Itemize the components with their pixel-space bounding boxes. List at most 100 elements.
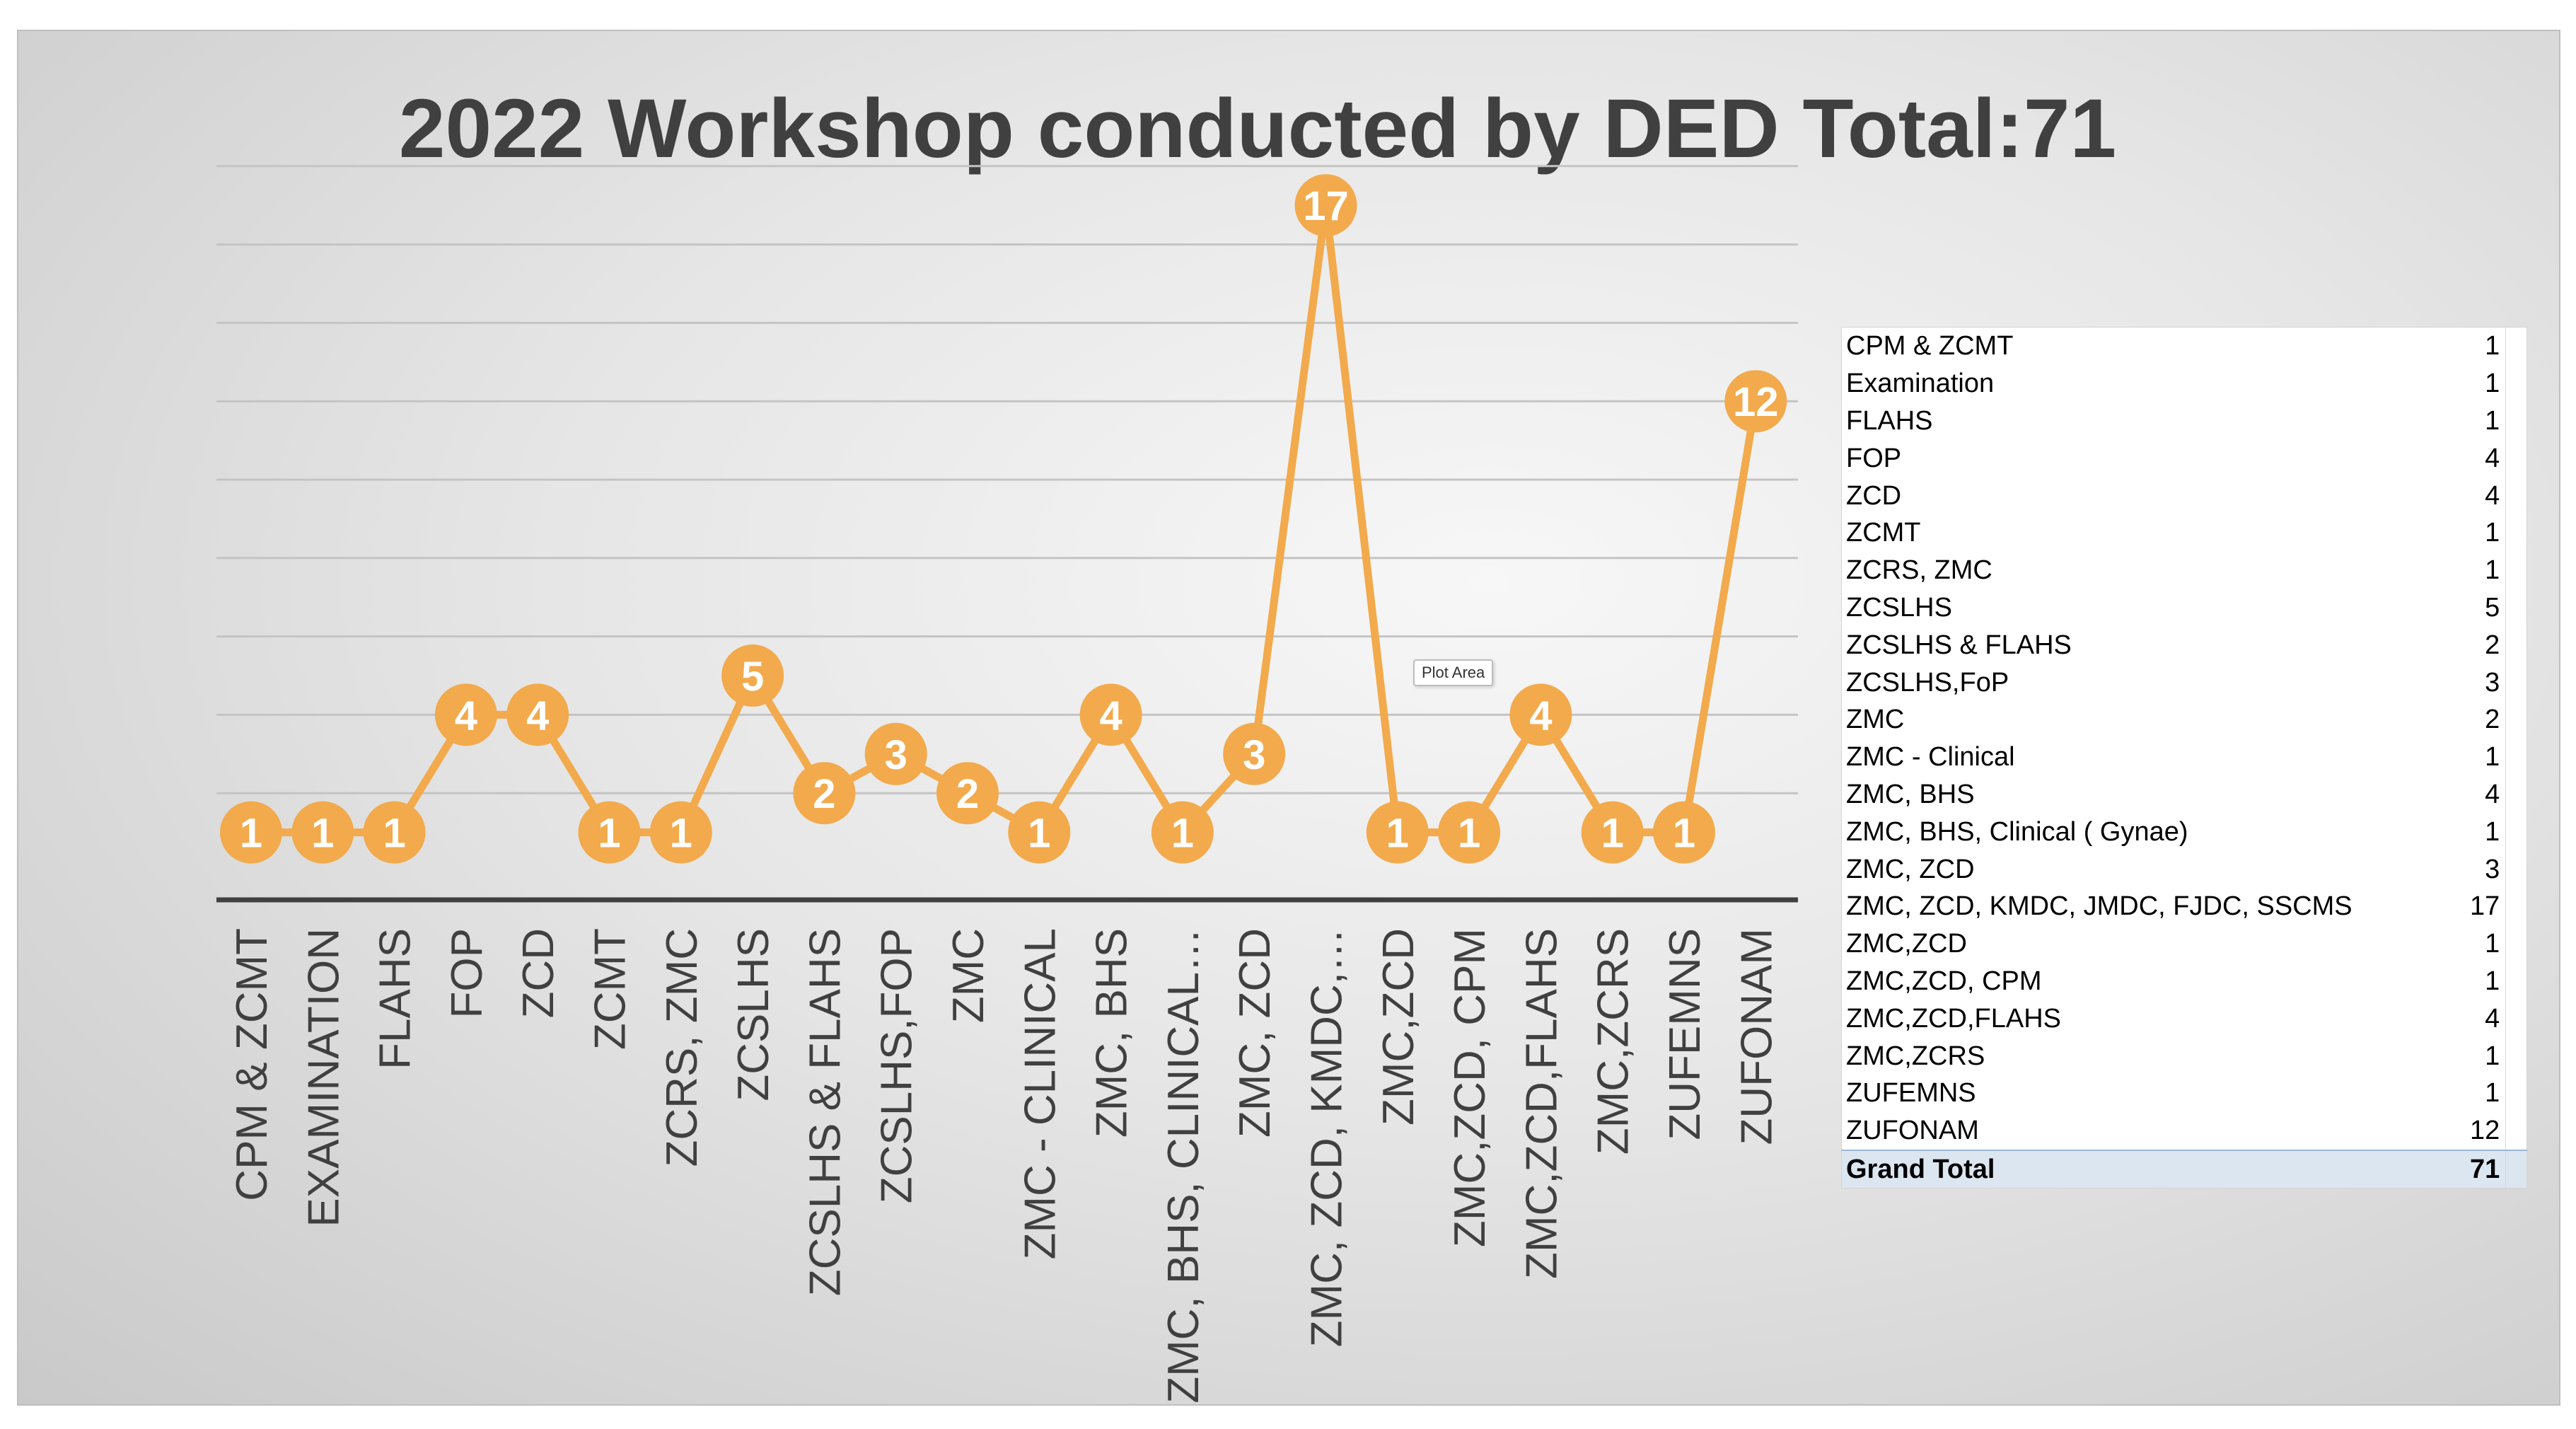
pivot-empty-cell[interactable] [2505,775,2527,814]
data-marker[interactable] [1079,683,1142,746]
data-marker[interactable] [578,801,641,864]
pivot-row[interactable]: FLAHS 1 [1842,402,2527,440]
x-tick-label: ZMC, BHS [1088,928,1137,1138]
pivot-row[interactable]: ZCRS, ZMC 1 [1842,551,2527,589]
data-marker[interactable] [1223,722,1286,785]
data-point[interactable]: 1 [649,801,712,864]
pivot-empty-cell[interactable] [2505,700,2527,739]
data-point[interactable]: 4 [1509,683,1572,746]
pivot-empty-cell[interactable] [2505,1111,2527,1150]
data-marker[interactable] [1294,174,1357,237]
data-point[interactable]: 3 [1223,722,1286,785]
pivot-row[interactable]: ZUFONAM 12 [1842,1111,2527,1150]
x-tick-label: ZMC,ZCRS [1589,928,1638,1155]
data-marker[interactable] [1653,801,1715,864]
data-point[interactable]: 2 [793,762,856,825]
data-point[interactable]: 1 [1581,801,1644,864]
pivot-row[interactable]: ZMC, BHS 4 [1842,775,2527,814]
pivot-row[interactable]: ZMC,ZCD 1 [1842,925,2527,963]
series-line[interactable] [251,201,1760,837]
data-point[interactable]: 1 [220,801,282,864]
pivot-row[interactable]: Examination 1 [1842,364,2527,403]
data-marker[interactable] [1008,801,1071,864]
pivot-row[interactable]: ZMC, ZCD 3 [1842,850,2527,888]
line-chart[interactable]: 2022 Workshop conducted by DED Total:71 … [18,31,2560,1406]
pivot-table[interactable]: CPM & ZCMT 1 Examination 1 FLAHS 1 FOP 4 ZCD 4 ZCM… [1841,327,2527,1189]
pivot-row[interactable]: ZMC,ZCD, CPM 1 [1842,962,2527,1000]
pivot-row[interactable]: ZMC, ZCD, KMDC, JMDC, FJDC, SSCMS 17 [1842,887,2527,925]
data-marker[interactable] [649,801,712,864]
pivot-empty-cell[interactable] [2505,887,2527,925]
pivot-empty-cell[interactable] [2505,1074,2527,1112]
data-point[interactable]: 1 [578,801,641,864]
data-markers[interactable]: 1 1 1 4 4 1 1 5 2 3 2 1 4 1 3 17 1 1 4 1 1 12 [220,174,1787,864]
data-point[interactable]: 1 [291,801,354,864]
data-marker[interactable] [936,762,999,825]
pivot-empty-cell[interactable] [2505,813,2527,851]
data-marker[interactable] [363,801,426,864]
data-point[interactable]: 1 [363,801,426,864]
pivot-row-label: FLAHS [1846,405,1933,436]
data-point[interactable]: 4 [506,683,569,746]
pivot-empty-cell[interactable] [2505,551,2527,589]
pivot-empty-cell[interactable] [2505,738,2527,776]
data-marker[interactable] [1581,801,1644,864]
x-tick-label: ZCD [514,928,563,1018]
pivot-row-value: 1 [2485,742,2500,773]
data-marker[interactable] [291,801,354,864]
data-point[interactable]: 5 [721,644,784,707]
pivot-row[interactable]: ZMC 2 [1842,700,2527,739]
pivot-row[interactable]: ZCSLHS 5 [1842,589,2527,627]
data-marker[interactable] [1366,801,1429,864]
data-point[interactable]: 2 [936,762,999,825]
pivot-row[interactable]: ZMC, BHS, Clinical ( Gynae) 1 [1842,813,2527,851]
data-marker[interactable] [1724,370,1787,433]
pivot-empty-cell[interactable] [2505,327,2527,365]
data-marker[interactable] [434,683,497,746]
pivot-empty-cell[interactable] [2505,477,2527,514]
pivot-row[interactable]: ZCSLHS,FoP 3 [1842,664,2527,701]
pivot-empty-cell[interactable] [2505,1149,2527,1188]
pivot-empty-cell[interactable] [2505,962,2527,1000]
pivot-row[interactable]: ZCSLHS & FLAHS 2 [1842,626,2527,664]
pivot-row[interactable]: ZMC - Clinical 1 [1842,738,2527,776]
pivot-row[interactable]: ZUFEMNS 1 [1842,1074,2527,1112]
data-point[interactable]: 12 [1724,370,1787,433]
pivot-row[interactable]: ZMC,ZCD,FLAHS 4 [1842,1000,2527,1038]
data-label: 1 [311,811,334,857]
data-marker[interactable] [506,683,569,746]
data-marker[interactable] [721,644,784,707]
pivot-empty-cell[interactable] [2505,589,2527,627]
data-point[interactable]: 1 [1008,801,1071,864]
pivot-row[interactable]: ZCD 4 [1842,477,2527,514]
pivot-empty-cell[interactable] [2505,626,2527,664]
data-point[interactable]: 4 [434,683,497,746]
data-point[interactable]: 1 [1653,801,1715,864]
pivot-empty-cell[interactable] [2505,439,2527,478]
data-marker[interactable] [1151,801,1214,864]
pivot-empty-cell[interactable] [2505,1037,2527,1075]
data-point[interactable]: 1 [1151,801,1214,864]
data-point[interactable]: 4 [1079,683,1142,746]
data-marker[interactable] [1438,801,1501,864]
pivot-empty-cell[interactable] [2505,514,2527,552]
pivot-row[interactable]: CPM & ZCMT 1 [1842,327,2527,365]
data-point[interactable]: 1 [1366,801,1429,864]
pivot-row[interactable]: ZCMT 1 [1842,514,2527,552]
pivot-empty-cell[interactable] [2505,402,2527,440]
pivot-empty-cell[interactable] [2505,664,2527,701]
pivot-empty-cell[interactable] [2505,1000,2527,1038]
data-point[interactable]: 17 [1294,174,1357,237]
pivot-row[interactable]: FOP 4 [1842,439,2527,478]
pivot-empty-cell[interactable] [2505,925,2527,963]
pivot-grand-total-row[interactable]: Grand Total 71 [1841,1149,2527,1188]
data-marker[interactable] [793,762,856,825]
pivot-empty-cell[interactable] [2505,850,2527,888]
data-marker[interactable] [1509,683,1572,746]
pivot-row[interactable]: ZMC,ZCRS 1 [1842,1037,2527,1075]
data-marker[interactable] [220,801,282,864]
data-marker[interactable] [864,722,927,785]
pivot-empty-cell[interactable] [2505,364,2527,403]
data-point[interactable]: 1 [1438,801,1501,864]
data-point[interactable]: 3 [864,722,927,785]
